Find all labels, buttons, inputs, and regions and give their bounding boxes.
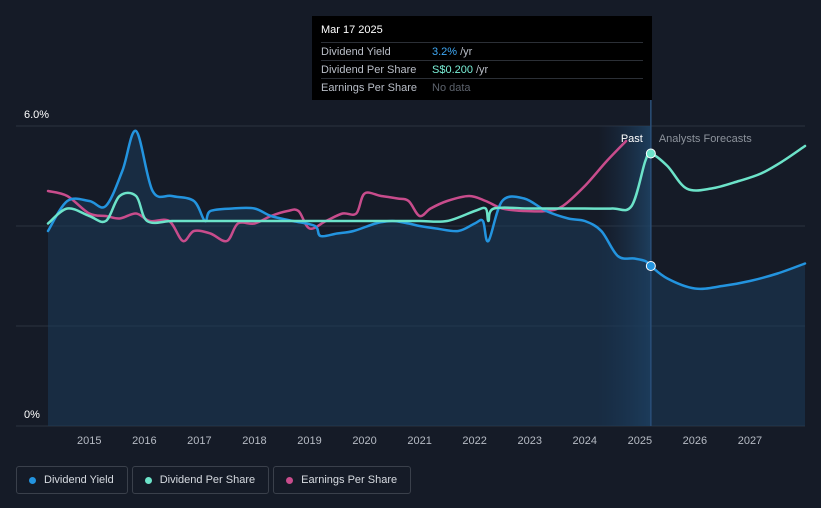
x-tick-label: 2020	[352, 435, 376, 447]
y-tick-label-bottom: 0%	[24, 409, 40, 421]
x-tick-label: 2024	[573, 435, 597, 447]
legend-label: Dividend Yield	[44, 474, 114, 486]
hover-tooltip: Mar 17 2025 Dividend Yield 3.2% /yr Divi…	[312, 16, 652, 100]
forecast-label: Analysts Forecasts	[659, 133, 752, 145]
x-tick-label: 2018	[242, 435, 266, 447]
y-tick-label-top: 6.0%	[24, 109, 49, 121]
legend-dot-icon	[29, 476, 36, 484]
cursor-markers	[645, 148, 656, 271]
tooltip-label: Dividend Yield	[321, 45, 391, 58]
tooltip-label: Dividend Per Share	[321, 63, 417, 76]
tooltip-label: Earnings Per Share	[321, 81, 417, 94]
tooltip-date: Mar 17 2025	[321, 24, 383, 36]
legend-item-dividend-per-share[interactable]: Dividend Per Share	[131, 466, 270, 494]
tooltip-value: 3.2%	[432, 45, 458, 58]
x-tick-label: 2016	[132, 435, 156, 447]
legend-label: Dividend Per Share	[159, 474, 256, 486]
x-tick-label: 2015	[77, 435, 101, 447]
dividend-per-share-marker	[645, 148, 656, 159]
x-tick-label: 2017	[187, 435, 211, 447]
x-tick-label: 2019	[297, 435, 321, 447]
x-tick-label: 2027	[738, 435, 762, 447]
x-tick-label: 2021	[407, 435, 431, 447]
legend-dot-icon	[144, 476, 152, 484]
chart-legend: Dividend Yield Dividend Per Share Earnin…	[16, 466, 412, 494]
series-lines	[46, 129, 807, 291]
past-label: Past	[621, 133, 643, 145]
tooltip-value: S$0.200	[432, 63, 473, 76]
legend-label: Earnings Per Share	[301, 474, 398, 486]
tooltip-row-dividend-yield: Dividend Yield 3.2% /yr	[321, 42, 643, 60]
x-tick-label: 2023	[517, 435, 541, 447]
legend-item-earnings-per-share[interactable]: Earnings Per Share	[273, 466, 412, 494]
tooltip-value: No data	[432, 81, 471, 94]
dividend-per-share-line	[46, 144, 807, 225]
x-axis-tick-labels: 2015 2016 2017 2018 2019 2020 2021 2022 2023 2024…	[77, 435, 762, 447]
tooltip-row-earnings-per-share: Earnings Per Share No data	[321, 78, 643, 96]
x-tick-label: 2025	[628, 435, 652, 447]
tooltip-row-dividend-per-share: Dividend Per Share S$0.200 /yr	[321, 60, 643, 78]
dividend-yield-area	[48, 130, 805, 426]
tooltip-unit: /yr	[460, 45, 473, 58]
dividend-yield-marker	[645, 261, 656, 271]
dividend-yield-line	[46, 129, 807, 291]
tooltip-unit: /yr	[475, 63, 489, 76]
x-tick-label: 2026	[683, 435, 707, 447]
legend-dot-icon	[286, 476, 294, 484]
x-tick-label: 2022	[462, 435, 486, 447]
legend-item-dividend-yield[interactable]: Dividend Yield	[16, 466, 128, 494]
